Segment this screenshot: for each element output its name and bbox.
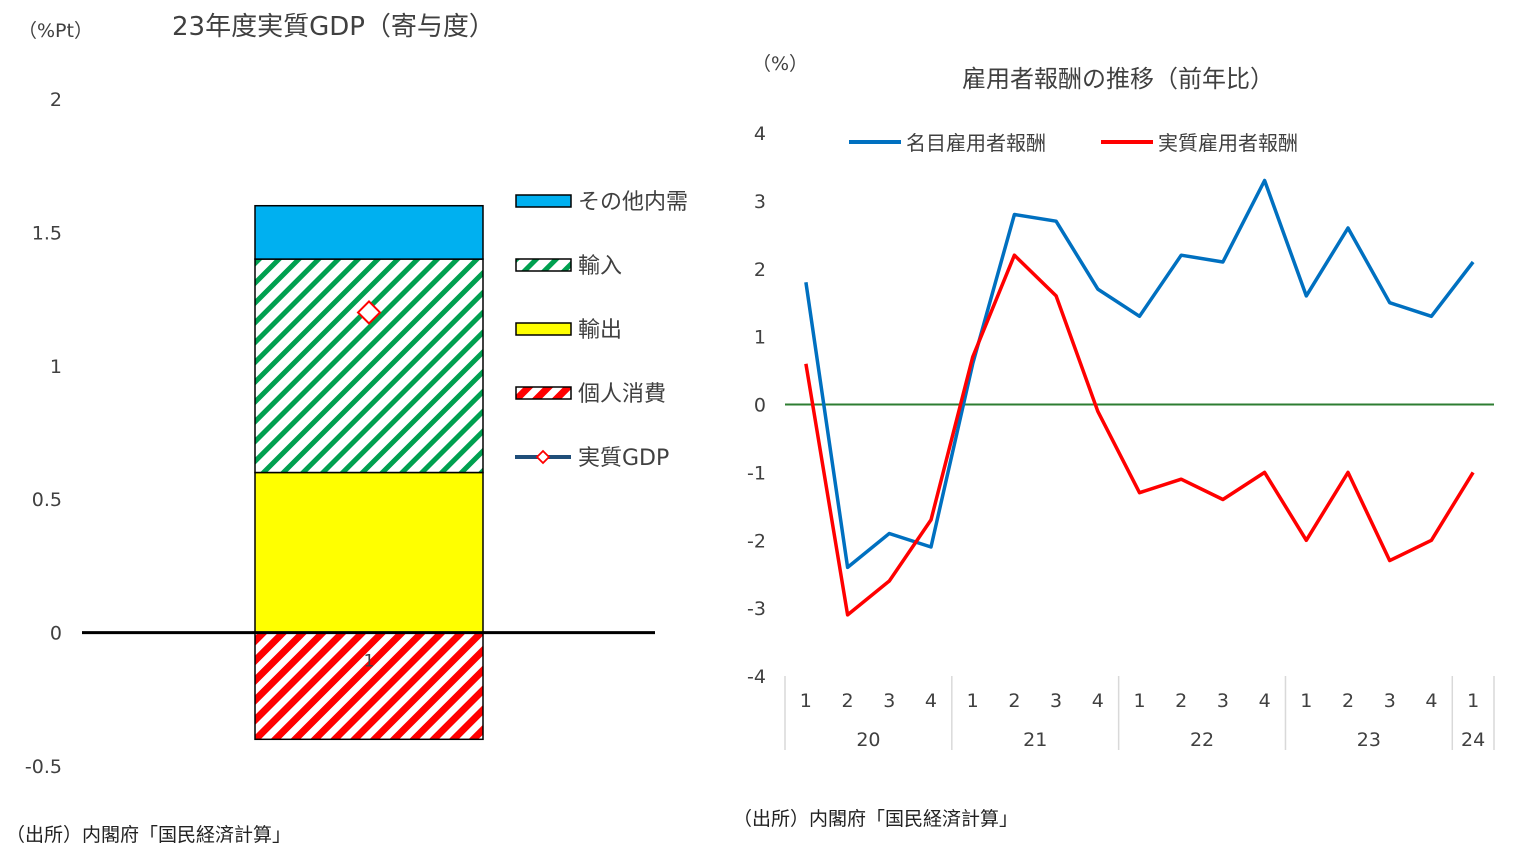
left-y-tick: -0.5 bbox=[25, 756, 62, 778]
right-series-lines bbox=[804, 178, 1475, 617]
x-year-label: 24 bbox=[1461, 729, 1485, 751]
left-chart-title: 23年度実質GDP（寄与度） bbox=[172, 12, 495, 42]
x-quarter-label: 4 bbox=[1092, 690, 1104, 712]
x-year-label: 23 bbox=[1357, 729, 1381, 751]
right-y-tick: 1 bbox=[754, 327, 766, 349]
legend-label: 名目雇用者報酬 bbox=[906, 131, 1046, 155]
bar-segment bbox=[254, 204, 484, 260]
right-y-tick: 0 bbox=[754, 395, 766, 417]
x-quarter-label: 3 bbox=[1384, 690, 1396, 712]
left-source-note: （出所）内閣府「国民経済計算」 bbox=[6, 824, 292, 846]
x-quarter-label: 1 bbox=[1133, 690, 1145, 712]
x-quarter-label: 3 bbox=[1217, 690, 1229, 712]
legend-swatch bbox=[515, 322, 572, 336]
right-y-tick: 2 bbox=[754, 259, 766, 281]
left-y-tick: 1.5 bbox=[32, 222, 62, 244]
x-quarter-label: 2 bbox=[1175, 690, 1187, 712]
legend-label: 実質GDP bbox=[578, 446, 669, 471]
legend-swatch bbox=[515, 258, 572, 272]
left-y-tick: 1 bbox=[50, 356, 62, 378]
right-y-tick: 4 bbox=[754, 123, 766, 145]
x-quarter-label: 4 bbox=[1259, 690, 1271, 712]
legend-label: 輸出 bbox=[578, 318, 622, 343]
right-y-tick: -1 bbox=[747, 462, 766, 484]
x-quarter-label: 2 bbox=[1342, 690, 1354, 712]
right-y-tick-labels: 4 3 2 1 0 -1 -2 -3 -4 bbox=[747, 123, 766, 688]
compensation-line-chart: 雇用者報酬の推移（前年比） （%） 名目雇用者報酬 実質雇用者報酬 43210-1… bbox=[747, 53, 1495, 751]
left-chart-ylabel: （%Pt） bbox=[18, 20, 93, 42]
left-y-tick-labels: 2 1.5 1 0.5 0 -0.5 bbox=[25, 89, 62, 778]
right-y-tick: -2 bbox=[747, 530, 766, 552]
x-quarter-label: 1 bbox=[800, 690, 812, 712]
x-year-label: 22 bbox=[1190, 729, 1214, 751]
left-y-tick: 0.5 bbox=[32, 489, 62, 511]
legend-label: その他内需 bbox=[578, 190, 688, 215]
x-year-label: 20 bbox=[856, 729, 880, 751]
x-quarter-label: 2 bbox=[842, 690, 854, 712]
legend-label: 輸入 bbox=[578, 254, 622, 279]
bar-segment bbox=[254, 471, 484, 634]
bar-segment bbox=[254, 258, 484, 474]
series-line bbox=[804, 253, 1475, 617]
legend-swatch bbox=[515, 386, 572, 400]
gdp-marker bbox=[356, 300, 382, 325]
right-source-note: （出所）内閣府「国民経済計算」 bbox=[733, 808, 1019, 830]
x-quarter-label: 1 bbox=[967, 690, 979, 712]
x-quarter-label: 3 bbox=[883, 690, 895, 712]
left-y-tick: 0 bbox=[50, 623, 62, 645]
right-chart-ylabel: （%） bbox=[752, 53, 808, 75]
bar-segment bbox=[254, 631, 484, 741]
left-y-tick: 2 bbox=[50, 89, 62, 111]
right-legend: 名目雇用者報酬 実質雇用者報酬 bbox=[849, 131, 1298, 155]
gdp-contribution-chart: 23年度実質GDP（寄与度） （%Pt） 2 1.5 1 0.5 0 -0.5 1 その他… bbox=[18, 12, 688, 778]
x-quarter-label: 3 bbox=[1050, 690, 1062, 712]
x-quarter-label: 2 bbox=[1008, 690, 1020, 712]
right-y-tick: -3 bbox=[747, 598, 766, 620]
legend-marker bbox=[535, 449, 551, 465]
right-x-axis: 1 2 3 4 1 2 3 4 1 2 3 4 1 2 3 4 120 21 22 23 24 bbox=[784, 676, 1495, 751]
x-quarter-label: 4 bbox=[925, 690, 937, 712]
x-year-label: 21 bbox=[1023, 729, 1047, 751]
x-quarter-label: 1 bbox=[1467, 690, 1479, 712]
right-y-tick: -4 bbox=[747, 666, 766, 688]
left-category-label: 1 bbox=[364, 652, 375, 672]
legend-label: 個人消費 bbox=[578, 382, 666, 407]
series-line bbox=[804, 178, 1475, 570]
right-y-tick: 3 bbox=[754, 191, 766, 213]
x-quarter-label: 4 bbox=[1425, 690, 1437, 712]
left-bars bbox=[254, 204, 484, 741]
legend-label: 実質雇用者報酬 bbox=[1158, 131, 1298, 155]
right-chart-title: 雇用者報酬の推移（前年比） bbox=[962, 65, 1274, 93]
x-quarter-label: 1 bbox=[1300, 690, 1312, 712]
legend-swatch bbox=[515, 194, 572, 208]
